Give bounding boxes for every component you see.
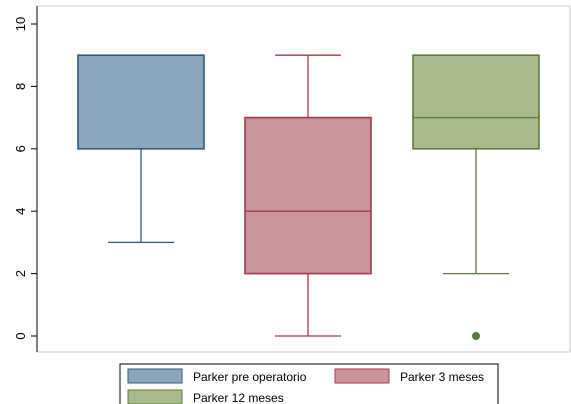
legend: Parker pre operatorio Parker 3 meses Par… — [119, 363, 499, 404]
legend-label-pre-operatorio: Parker pre operatorio — [193, 370, 307, 384]
legend-label-3-meses: Parker 3 meses — [400, 370, 484, 384]
legend-swatch-12-meses — [127, 389, 183, 404]
series-3-box — [412, 54, 540, 150]
y-tick-label-8: 8 — [13, 83, 28, 90]
boxes-group — [77, 54, 540, 340]
legend-label-12-meses: Parker 12 meses — [193, 391, 284, 404]
y-tick-label-6: 6 — [13, 145, 28, 152]
y-tick-label-2: 2 — [13, 270, 28, 277]
y-axis: 0 2 4 6 8 10 — [13, 17, 37, 340]
series-1-box — [77, 54, 205, 150]
y-tick-label-4: 4 — [13, 208, 28, 215]
series-2-box — [244, 116, 372, 275]
legend-swatch-pre-operatorio — [127, 368, 183, 384]
legend-swatch-3-meses — [334, 368, 390, 384]
legend-frame — [119, 363, 499, 404]
series-3-outlier-1 — [472, 332, 480, 340]
y-tick-label-10: 10 — [13, 17, 28, 31]
y-tick-label-0: 0 — [13, 332, 28, 339]
